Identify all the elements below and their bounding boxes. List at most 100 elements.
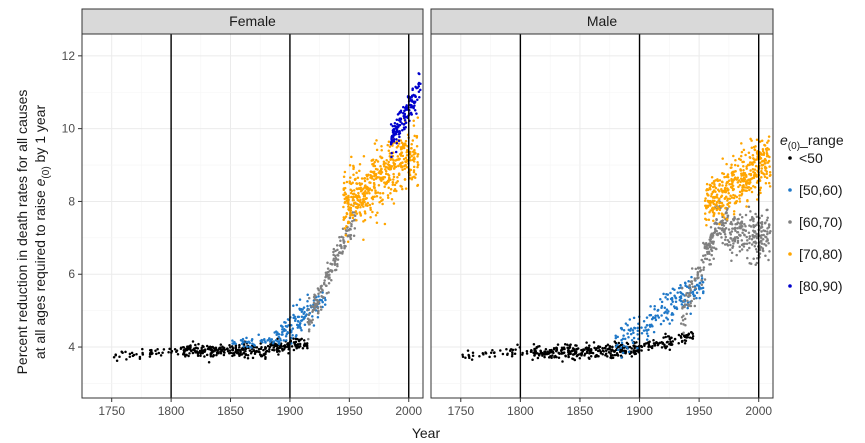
data-point (380, 179, 383, 182)
data-point (372, 170, 376, 174)
data-point (242, 351, 246, 355)
data-point (471, 351, 475, 354)
data-point (358, 196, 361, 199)
data-point (765, 218, 769, 222)
data-point (749, 262, 753, 266)
data-point (394, 132, 398, 136)
data-point (567, 352, 571, 356)
data-point (378, 176, 381, 179)
data-point (733, 163, 737, 167)
data-point (373, 160, 376, 164)
data-point (467, 355, 471, 358)
data-point (268, 345, 272, 349)
data-point (736, 181, 740, 184)
data-point (397, 125, 400, 129)
data-point (759, 221, 763, 225)
data-point (709, 240, 712, 243)
data-point (410, 142, 413, 146)
data-point (238, 345, 241, 349)
data-point (370, 170, 373, 174)
data-point (682, 314, 685, 317)
data-point (740, 216, 744, 219)
data-point (371, 197, 375, 201)
data-point (708, 258, 711, 262)
data-point (653, 344, 657, 347)
data-point (226, 350, 230, 353)
data-point (388, 145, 392, 148)
data-point (738, 213, 742, 216)
data-point (679, 296, 683, 300)
data-point (413, 101, 416, 104)
data-point (545, 352, 549, 356)
data-point (360, 203, 363, 207)
points (112, 72, 422, 364)
data-point (287, 324, 290, 327)
data-point (738, 194, 741, 197)
data-point (286, 341, 290, 345)
data-point (246, 354, 250, 357)
data-point (395, 129, 399, 133)
data-point (403, 112, 407, 116)
data-point (349, 176, 352, 179)
data-point (745, 235, 748, 239)
data-point (300, 315, 304, 318)
data-point (233, 353, 236, 357)
data-point (390, 141, 393, 144)
data-point (371, 202, 374, 206)
data-point (363, 179, 367, 183)
data-point (319, 285, 323, 288)
data-point (363, 200, 366, 204)
data-point (339, 243, 342, 247)
data-point (185, 353, 188, 357)
data-point (362, 205, 365, 208)
data-point (739, 168, 742, 171)
data-point (590, 351, 594, 354)
data-point (693, 304, 697, 308)
data-point (411, 139, 415, 142)
data-point (719, 205, 723, 208)
data-point (720, 189, 724, 192)
data-point (690, 299, 693, 303)
data-point (262, 348, 265, 352)
data-point (554, 354, 557, 358)
data-point (409, 159, 412, 162)
data-point (355, 212, 359, 215)
legend-entry: [70,80) (788, 246, 843, 262)
data-point (552, 346, 556, 350)
legend: e(0)_range <50 [50,60) [60,70) [70,80) [80,9… (780, 132, 844, 294)
data-point (380, 148, 383, 152)
data-point (630, 338, 634, 342)
data-point (382, 160, 386, 164)
data-point (277, 353, 280, 356)
data-point (355, 194, 359, 198)
data-point (735, 235, 739, 239)
data-point (653, 308, 656, 311)
data-point (560, 348, 563, 352)
data-point (636, 346, 639, 350)
data-point (722, 221, 725, 225)
data-point (513, 352, 517, 356)
data-point (196, 354, 200, 358)
data-point (714, 186, 718, 190)
data-point (747, 185, 751, 189)
data-point (362, 197, 365, 201)
data-point (383, 185, 386, 188)
data-point (325, 284, 328, 287)
data-point (267, 350, 271, 353)
data-point (543, 355, 546, 359)
data-point (754, 164, 758, 168)
data-point (740, 192, 744, 196)
data-point (242, 345, 245, 348)
data-point (353, 214, 357, 218)
data-point (350, 224, 353, 228)
data-point (744, 224, 747, 228)
data-point (674, 300, 678, 303)
data-point (753, 224, 757, 228)
data-point (220, 349, 223, 353)
data-point (176, 352, 180, 356)
y-axis-title-line1: Percent reduction in death rates for all… (14, 90, 30, 375)
data-point (636, 329, 640, 333)
data-point (740, 222, 744, 225)
data-point (290, 336, 293, 340)
data-point (560, 352, 564, 355)
